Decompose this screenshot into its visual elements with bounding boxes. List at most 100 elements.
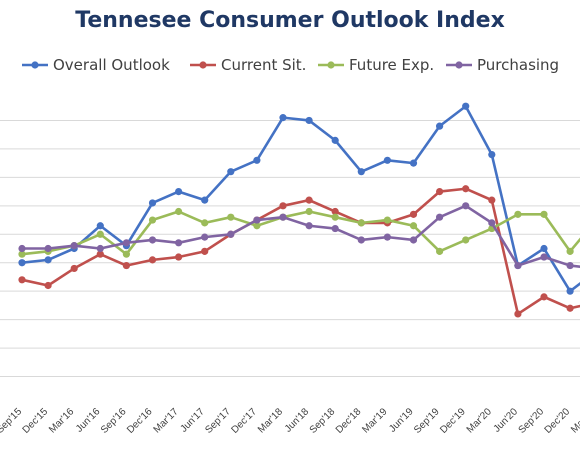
x-tick-label: Mar'17 [152, 406, 181, 435]
legend-item: Current Sit. [190, 56, 306, 74]
x-tick-label: Jun'16 [74, 406, 103, 435]
data-point [488, 151, 496, 159]
data-point [148, 256, 157, 264]
data-point [96, 250, 104, 258]
x-tick-label: Mar'20 [465, 406, 494, 435]
x-tick-label: Sep'18 [308, 406, 338, 436]
x-tick-label: Dec'20 [543, 406, 573, 436]
data-point [253, 216, 261, 224]
data-point [540, 244, 548, 253]
data-point [514, 261, 522, 270]
data-point [305, 207, 313, 216]
data-point [409, 236, 418, 244]
data-point [18, 276, 26, 284]
data-point [175, 187, 183, 196]
data-point [331, 207, 339, 216]
legend-item: Purchasing [446, 56, 559, 74]
data-point [357, 168, 365, 176]
data-point [44, 244, 52, 253]
data-point [540, 210, 548, 218]
x-tick-label: Dec'15 [21, 406, 51, 436]
series-overall-outlook [18, 102, 580, 295]
data-point [331, 224, 339, 233]
data-point [566, 287, 574, 295]
x-tick-label: Sep'15 [0, 406, 24, 436]
x-tick-label: Jun'17 [178, 406, 207, 435]
data-point [305, 116, 313, 125]
x-tick-label: Dec'17 [229, 406, 259, 436]
data-point [253, 156, 261, 164]
x-tick-label: Sep'19 [412, 406, 442, 436]
legend-item: Future Exp. [318, 56, 434, 74]
legend: Overall Outlook Current Sit. Future Exp. Pu… [22, 56, 559, 74]
data-point [122, 261, 130, 270]
data-point [488, 196, 496, 204]
data-point [462, 202, 470, 210]
data-point [96, 230, 104, 238]
x-axis-labels: Sep'15Dec'15Mar'16Jun'16Sep'16Dec'16Mar'… [0, 406, 580, 436]
data-point [279, 114, 287, 122]
legend-marker [31, 61, 39, 69]
data-point [44, 281, 52, 290]
data-point [514, 210, 522, 218]
data-point [201, 233, 209, 241]
data-point [540, 253, 548, 261]
chart-title: Tennesee Consumer Outlook Index [75, 8, 505, 33]
legend-item: Overall Outlook [22, 56, 170, 74]
series-current-sit- [18, 185, 580, 318]
data-point [18, 259, 26, 267]
series-line [21, 187, 580, 316]
legend-label: Future Exp. [349, 56, 434, 74]
data-point [201, 247, 209, 255]
legend-marker [455, 61, 463, 69]
data-point [436, 187, 444, 196]
data-point [305, 196, 313, 204]
data-point [436, 213, 444, 221]
data-point [305, 222, 313, 230]
data-point [383, 156, 391, 164]
x-tick-label: Sep'16 [99, 406, 129, 436]
legend-marker [327, 61, 335, 69]
data-point [409, 210, 418, 218]
data-point [409, 159, 418, 167]
data-point [357, 219, 365, 227]
data-point [18, 244, 26, 253]
data-point [436, 247, 444, 255]
data-point [227, 168, 235, 176]
data-point [566, 247, 574, 255]
data-point [409, 222, 418, 230]
x-tick-label: Sep'17 [203, 406, 233, 436]
x-tick-label: Dec'19 [438, 406, 468, 436]
data-point [122, 239, 130, 247]
x-tick-label: Mar'18 [256, 406, 285, 435]
data-point [148, 236, 157, 244]
legend-label: Overall Outlook [53, 56, 170, 74]
data-point [70, 264, 78, 273]
series-line [21, 104, 580, 293]
data-point [253, 222, 261, 230]
data-point [383, 233, 391, 241]
x-tick-label: Dec'18 [334, 406, 364, 436]
x-tick-label: Mar'21 [569, 406, 580, 435]
data-point [540, 293, 548, 301]
data-point [331, 213, 339, 221]
data-point [96, 244, 104, 253]
x-tick-label: Mar'19 [360, 406, 389, 435]
data-point [566, 304, 574, 312]
data-point [70, 242, 78, 250]
gridlines [0, 119, 580, 378]
data-point [462, 185, 470, 193]
x-tick-label: Jun'19 [387, 406, 416, 435]
data-point [122, 250, 130, 258]
x-tick-label: Jun'18 [283, 406, 312, 435]
x-tick-label: Jun'20 [492, 406, 521, 435]
data-point [227, 230, 235, 238]
data-point [436, 122, 444, 130]
data-point [514, 310, 522, 318]
x-tick-label: Dec'16 [125, 406, 155, 436]
data-point [383, 216, 391, 224]
data-point [279, 202, 287, 210]
data-point [148, 199, 157, 207]
